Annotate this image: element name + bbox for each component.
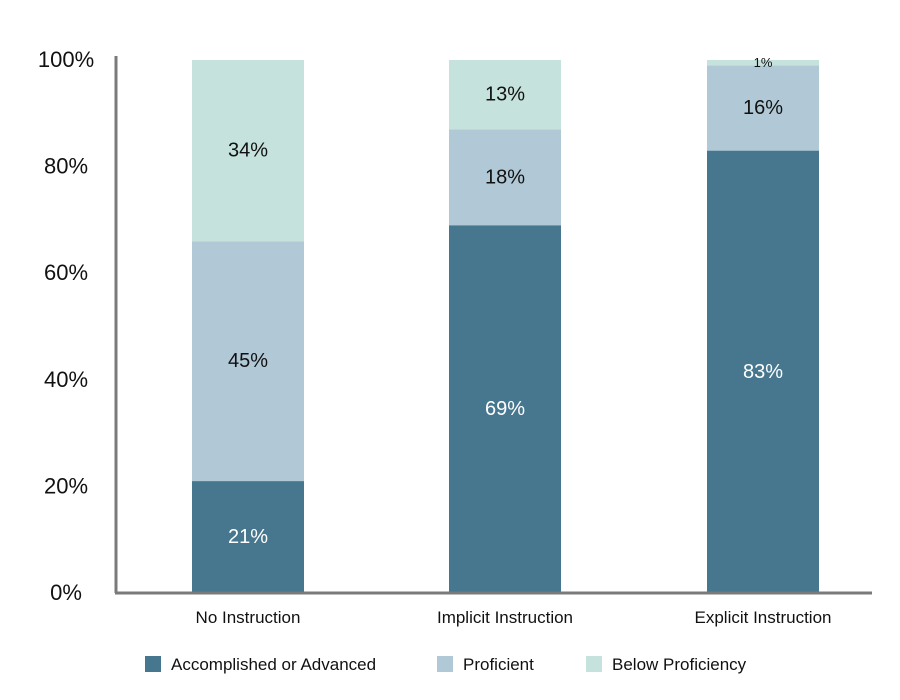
legend-swatch — [586, 656, 602, 672]
bar-segment — [449, 225, 561, 594]
data-labels-group: 21% 45% 34% 69% 18% 13% 83% 16% 1% — [228, 55, 783, 548]
bars-group — [192, 60, 819, 594]
bar-segment — [707, 60, 819, 66]
data-label: 1% — [754, 55, 773, 70]
legend: Accomplished or Advanced Proficient Below … — [145, 655, 747, 674]
data-label: 21% — [228, 526, 268, 548]
legend-swatch — [437, 656, 453, 672]
y-tick-label: 40% — [44, 367, 88, 392]
data-label: 69% — [485, 398, 525, 420]
x-tick-label: No Instruction — [196, 608, 301, 627]
y-axis-ticks: 0% 20% 40% 60% 80% 100% — [38, 47, 94, 605]
y-tick-label: 0% — [50, 580, 82, 605]
legend-label: Below Proficiency — [612, 655, 747, 674]
y-tick-label: 80% — [44, 154, 88, 179]
y-tick-label: 20% — [44, 473, 88, 498]
data-label: 45% — [228, 350, 268, 372]
data-label: 83% — [743, 361, 783, 383]
x-tick-label: Implicit Instruction — [437, 608, 573, 627]
data-label: 13% — [485, 84, 525, 106]
legend-swatch — [145, 656, 161, 672]
x-tick-label: Explicit Instruction — [695, 608, 832, 627]
y-tick-label: 100% — [38, 47, 94, 72]
data-label: 34% — [228, 140, 268, 162]
bar-segment — [192, 60, 304, 242]
legend-label: Proficient — [463, 655, 534, 674]
legend-label: Accomplished or Advanced — [171, 655, 376, 674]
x-axis-ticks: No Instruction Implicit Instruction Explic… — [196, 608, 832, 627]
bar-segment — [707, 65, 819, 151]
bar-segment — [449, 129, 561, 226]
bar-segment — [707, 150, 819, 594]
data-label: 16% — [743, 97, 783, 119]
bar-segment — [449, 60, 561, 130]
bar-segment — [192, 241, 304, 482]
data-label: 18% — [485, 166, 525, 188]
bar-segment — [192, 481, 304, 593]
y-tick-label: 60% — [44, 260, 88, 285]
